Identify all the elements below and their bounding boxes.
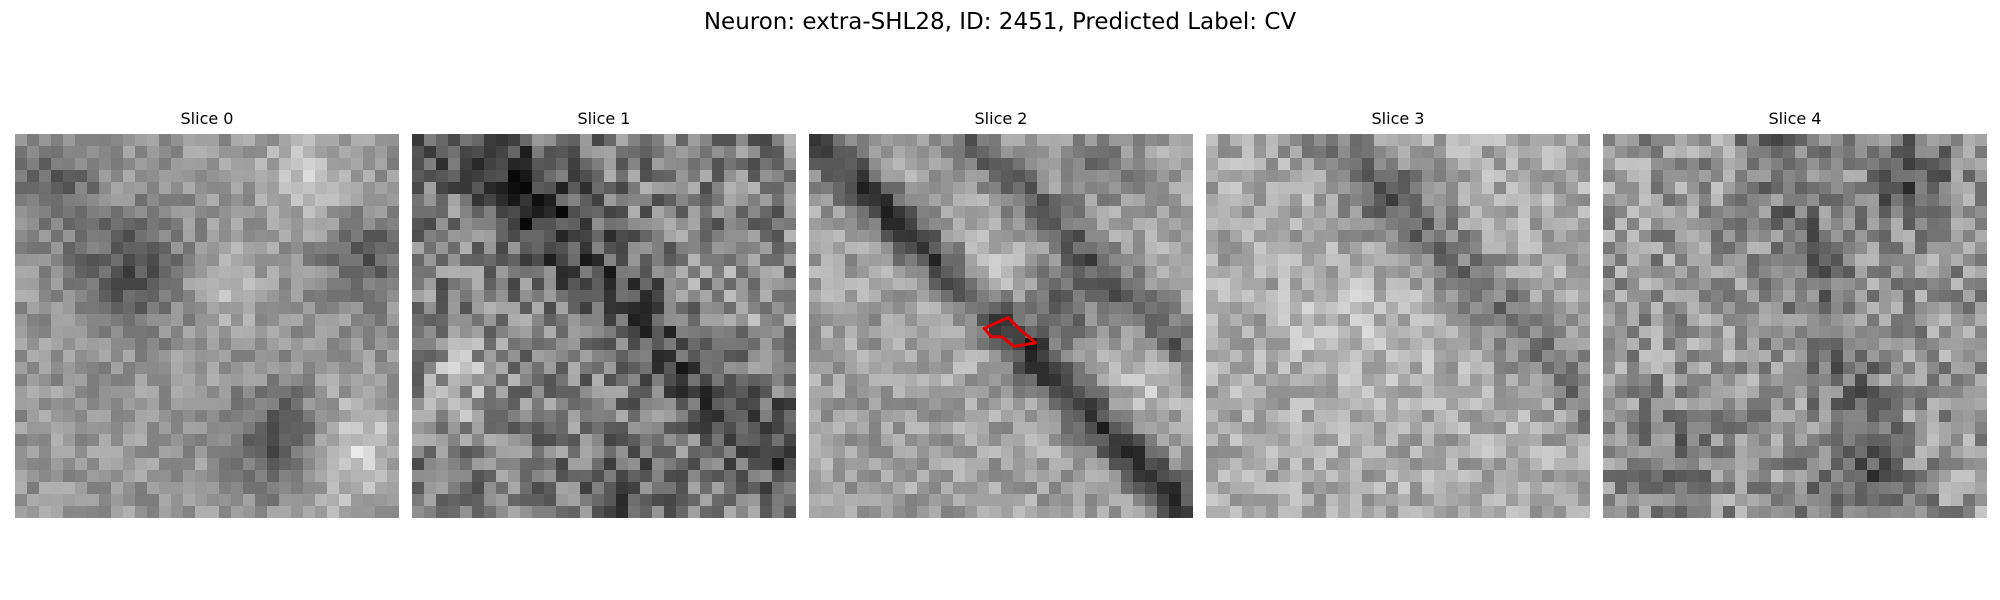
- slice-panel-3: Slice 3: [1206, 108, 1590, 518]
- slice-title: Slice 4: [1768, 109, 1822, 128]
- slice-panel-0: Slice 0: [15, 108, 399, 518]
- slice-title: Slice 1: [577, 109, 631, 128]
- slice-panel-1: Slice 1: [412, 108, 796, 518]
- slice-image: [1603, 134, 1987, 518]
- slice-image: [809, 134, 1193, 518]
- slice-image: [15, 134, 399, 518]
- slice-panel-4: Slice 4: [1603, 108, 1987, 518]
- figure-title: Neuron: extra-SHL28, ID: 2451, Predicted…: [703, 9, 1297, 35]
- slice-title: Slice 2: [974, 109, 1028, 128]
- overlay-contour: [982, 316, 1038, 348]
- slice-panel-2: Slice 2: [809, 108, 1193, 518]
- slice-image: [412, 134, 796, 518]
- slice-title: Slice 3: [1371, 109, 1425, 128]
- slice-title: Slice 0: [180, 109, 234, 128]
- slice-image: [1206, 134, 1590, 518]
